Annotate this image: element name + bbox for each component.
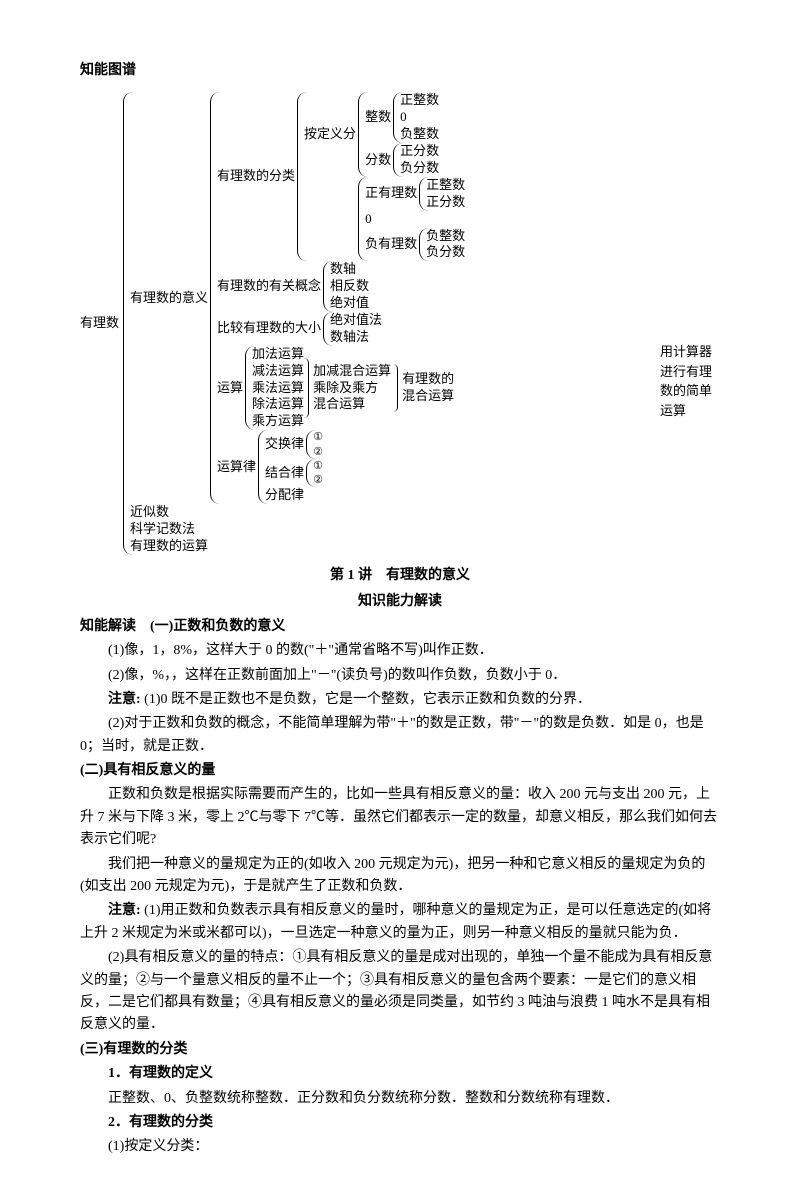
section2-title: (二)具有相反意义的量 xyxy=(80,760,720,782)
section3-sub2: 2．有理数的分类 xyxy=(80,1112,720,1134)
branch-sci: 科学记数法 xyxy=(130,521,465,538)
oper-mix: 混合运算 xyxy=(313,396,391,413)
op-add: 加法运算 xyxy=(252,346,304,363)
section2-p2: 我们把一种意义的量规定为正的(如收入 200 元规定为元)，把另一种和它意义相反… xyxy=(80,854,720,899)
branch-ops: 运算 xyxy=(217,380,243,397)
neg-int2: 负整数 xyxy=(426,228,465,245)
section1-p1: (1)像，1，8%，这样大于 0 的数("＋"通常省略不写)叫作正数． xyxy=(80,640,720,662)
section2-p1: 正数和负数是根据实际需要而产生的，比如一些具有相反意义的量：收入 200 元与支… xyxy=(80,784,720,851)
op-div: 除法运算 xyxy=(252,396,304,413)
section3-p1: 正整数、0、负整数统称整数．正分数和负分数统称分数．整数和分数统称有理数． xyxy=(80,1088,720,1110)
fractions: 分数 xyxy=(365,152,391,169)
section1-note1: (1)0 既不是正数也不是负数，它是一个整数，它表示正数和负数的分界． xyxy=(144,692,591,707)
lesson-title: 第 1 讲 有理数的意义 xyxy=(80,565,720,587)
op-mul: 乘法运算 xyxy=(252,380,304,397)
knowledge-diagram: 用计算器 进行有理 数的简单 运算 有理数 有理数的意义 有理数的分类 按定义分 xyxy=(80,92,720,555)
branch-ops2: 有理数的运算 xyxy=(130,538,465,555)
section1-note: 注意: (1)0 既不是正数也不是负数，它是一个整数，它表示正数和负数的分界． xyxy=(80,689,720,711)
section2-note1: 注意: (1)用正数和负数表示具有相反意义的量时，哪种意义的量规定为正，是可以任… xyxy=(80,900,720,945)
pos-frac: 正分数 xyxy=(400,143,439,160)
section1-note2: (2)对于正数和负数的概念，不能简单理解为带"＋"的数是正数，带"－"的数是负数… xyxy=(80,713,720,758)
pos-frac2: 正分数 xyxy=(426,194,465,211)
integers: 整数 xyxy=(365,109,391,126)
sidenote-line: 数的简单 xyxy=(660,381,730,401)
note-label: 注意: xyxy=(108,692,141,707)
section1-title: 知能解读 (一)正数和负数的意义 xyxy=(80,616,720,638)
zero2: 0 xyxy=(365,211,465,228)
concept-opposite: 相反数 xyxy=(330,278,369,295)
sidenote-line: 用计算器 xyxy=(660,342,730,362)
section3-p2: (1)按定义分类： xyxy=(80,1136,720,1158)
oper-addsub: 加减混合运算 xyxy=(313,363,391,380)
law-dist: 分配律 xyxy=(265,487,323,504)
law-assoc: 结合律 xyxy=(265,465,304,482)
zero: 0 xyxy=(400,109,439,126)
mix-ops: 有理数的混合运算 xyxy=(402,371,462,405)
sidenote-line: 进行有理 xyxy=(660,362,730,382)
section3-sub1: 1．有理数的定义 xyxy=(80,1063,720,1085)
root-label: 有理数 xyxy=(80,315,119,332)
page-heading: 知能图谱 xyxy=(80,60,720,82)
branch-compare: 比较有理数的大小 xyxy=(217,320,321,337)
op-pow: 乘方运算 xyxy=(252,413,304,430)
branch-approx: 近似数 xyxy=(130,504,465,521)
section1-p2: (2)像，%，，这样在正数前面加上"－"(读负号)的数叫作负数，负数小于 0． xyxy=(80,665,720,687)
by-definition: 按定义分 xyxy=(304,126,356,143)
lesson-subtitle: 知识能力解读 xyxy=(80,591,720,613)
law-commute: 交换律 xyxy=(265,436,304,453)
law-n1: ① xyxy=(313,430,323,444)
section3-title: (三)有理数的分类 xyxy=(80,1039,720,1061)
section2-note2: (2)具有相反意义的量的特点：①具有相反意义的量是成对出现的，单独一个量不能成为… xyxy=(80,947,720,1037)
neg-rational: 负有理数 xyxy=(365,236,417,253)
neg-frac: 负分数 xyxy=(400,160,439,177)
law-n2: ② xyxy=(313,445,323,459)
branch-classify: 有理数的分类 xyxy=(217,168,295,185)
oper-muldiv: 乘除及乘方 xyxy=(313,380,391,397)
law-n2b: ② xyxy=(313,473,323,487)
section2-note1-text: (1)用正数和负数表示具有相反意义的量时，哪种意义的量规定为正，是可以任意选定的… xyxy=(80,903,711,940)
note-label2: 注意: xyxy=(108,903,141,918)
branch-laws: 运算律 xyxy=(217,459,256,476)
branch-meaning: 有理数的意义 xyxy=(130,290,208,307)
pos-rational: 正有理数 xyxy=(365,185,417,202)
neg-frac2: 负分数 xyxy=(426,244,465,261)
cmp-abs: 绝对值法 xyxy=(330,312,382,329)
pos-int: 正整数 xyxy=(400,92,439,109)
neg-int: 负整数 xyxy=(400,126,439,143)
pos-int2: 正整数 xyxy=(426,177,465,194)
sidenote-line: 运算 xyxy=(660,401,730,421)
op-sub: 减法运算 xyxy=(252,363,304,380)
side-note: 用计算器 进行有理 数的简单 运算 xyxy=(660,342,730,420)
law-n1b: ① xyxy=(313,459,323,473)
branch-concepts: 有理数的有关概念 xyxy=(217,278,321,295)
concept-axis: 数轴 xyxy=(330,261,369,278)
cmp-axis: 数轴法 xyxy=(330,329,382,346)
concept-abs: 绝对值 xyxy=(330,295,369,312)
